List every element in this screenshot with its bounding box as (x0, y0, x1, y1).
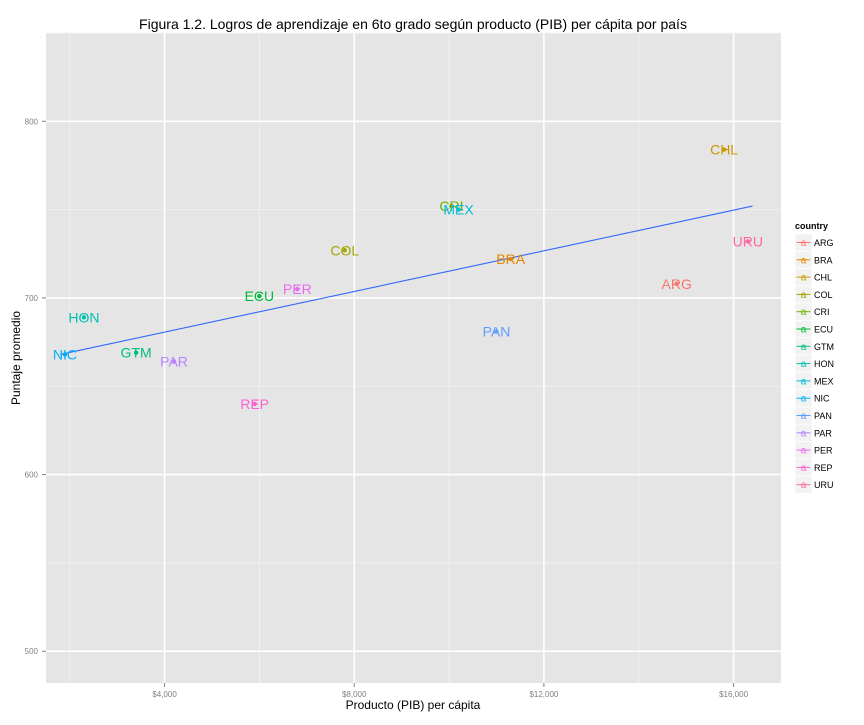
data-label-per: PER (283, 281, 312, 297)
legend-label-rep: REP (814, 463, 833, 473)
legend-glyph-gtm: a (801, 342, 807, 353)
legend-label-ecu: ECU (814, 325, 833, 335)
legend-glyph-par: a (801, 428, 807, 439)
data-label-mex: MEX (443, 202, 474, 218)
data-point-pan (494, 329, 499, 334)
legend: country a ARG a BRA a CHL a COL a CRI a ECU a GTM a HON… (794, 221, 834, 494)
legend-glyph-chl: a (801, 273, 807, 284)
data-label-arg: ARG (662, 276, 692, 292)
x-tick-label: $16,000 (719, 690, 748, 699)
y-tick-label: 700 (25, 294, 39, 303)
data-point-col (342, 248, 347, 253)
legend-glyph-rep: a (801, 463, 807, 474)
data-point-nic (62, 352, 68, 357)
plot-panel (46, 33, 781, 683)
legend-glyph-uru: a (801, 480, 807, 491)
legend-glyph-pan: a (801, 411, 807, 422)
grid-minor (46, 32, 781, 683)
data-label-pan: PAN (483, 324, 511, 340)
legend-label-gtm: GTM (814, 342, 834, 352)
data-label-gtm: GTM (121, 345, 152, 361)
data-point-ecu (257, 293, 262, 299)
grid-major (46, 33, 781, 683)
data-label-col: COL (330, 242, 359, 258)
legend-label-mex: MEX (814, 376, 834, 386)
x-axis-title: Producto (PIB) per cápita (346, 698, 481, 712)
legend-items: a ARG a BRA a CHL a COL a CRI a ECU a GTM a HON a MEX a NIC… (794, 233, 834, 494)
legend-label-hon: HON (814, 359, 834, 369)
data-label-nic: NIC (53, 346, 77, 362)
legend-label-arg: ARG (814, 238, 834, 248)
x-tick-label: $4,000 (152, 690, 177, 699)
trend-layer (60, 205, 753, 356)
y-axis: 500 600 700 800 (25, 117, 46, 656)
y-tick-label: 600 (25, 471, 39, 480)
legend-label-nic: NIC (814, 394, 830, 404)
data-label-par: PAR (160, 354, 188, 370)
legend-glyph-mex: a (801, 376, 807, 387)
legend-label-chl: CHL (814, 273, 832, 283)
points-layer: ARGBRACHLCOLCRIECUGTMHONMEXNICPANPARPERR… (53, 142, 763, 412)
legend-glyph-arg: a (801, 238, 807, 249)
data-label-ecu: ECU (245, 288, 275, 304)
legend-label-col: COL (814, 290, 833, 300)
legend-label-per: PER (814, 446, 833, 456)
data-point-cri (449, 203, 454, 209)
legend-glyph-nic: a (801, 394, 807, 405)
legend-label-uru: URU (814, 480, 834, 490)
data-label-hon: HON (68, 309, 99, 325)
legend-title: country (795, 221, 828, 231)
data-point-uru (745, 239, 751, 244)
x-axis: $4,000 $8,000 $12,000 $16,000 (152, 683, 749, 699)
data-point-arg (674, 281, 679, 287)
y-axis-title: Puntaje promedio (9, 311, 23, 405)
legend-glyph-per: a (801, 446, 807, 457)
legend-glyph-hon: a (801, 359, 807, 370)
data-label-uru: URU (733, 233, 763, 249)
data-point-per (295, 286, 300, 292)
legend-label-par: PAR (814, 428, 832, 438)
y-tick-label: 800 (25, 117, 39, 126)
data-point-mex (456, 207, 461, 212)
data-point-gtm (133, 350, 139, 355)
data-point-rep (252, 401, 257, 407)
data-label-chl: CHL (710, 142, 738, 158)
legend-label-pan: PAN (814, 411, 832, 421)
x-tick-label: $8,000 (342, 690, 367, 699)
data-point-par (171, 359, 177, 364)
data-label-rep: REP (240, 396, 269, 412)
y-tick-label: 500 (25, 647, 39, 656)
data-point-chl (721, 147, 727, 152)
legend-glyph-ecu: a (801, 325, 807, 336)
x-tick-label: $12,000 (529, 690, 558, 699)
data-label-bra: BRA (496, 251, 525, 267)
chart-title: Figura 1.2. Logros de aprendizaje en 6to… (139, 16, 687, 32)
legend-glyph-cri: a (801, 307, 807, 318)
data-point-bra (508, 256, 513, 262)
legend-glyph-bra: a (801, 255, 807, 266)
data-point-hon (81, 315, 87, 320)
legend-glyph-col: a (801, 290, 807, 301)
legend-label-bra: BRA (814, 255, 833, 265)
trend-line (60, 205, 753, 356)
legend-label-cri: CRI (814, 307, 830, 317)
